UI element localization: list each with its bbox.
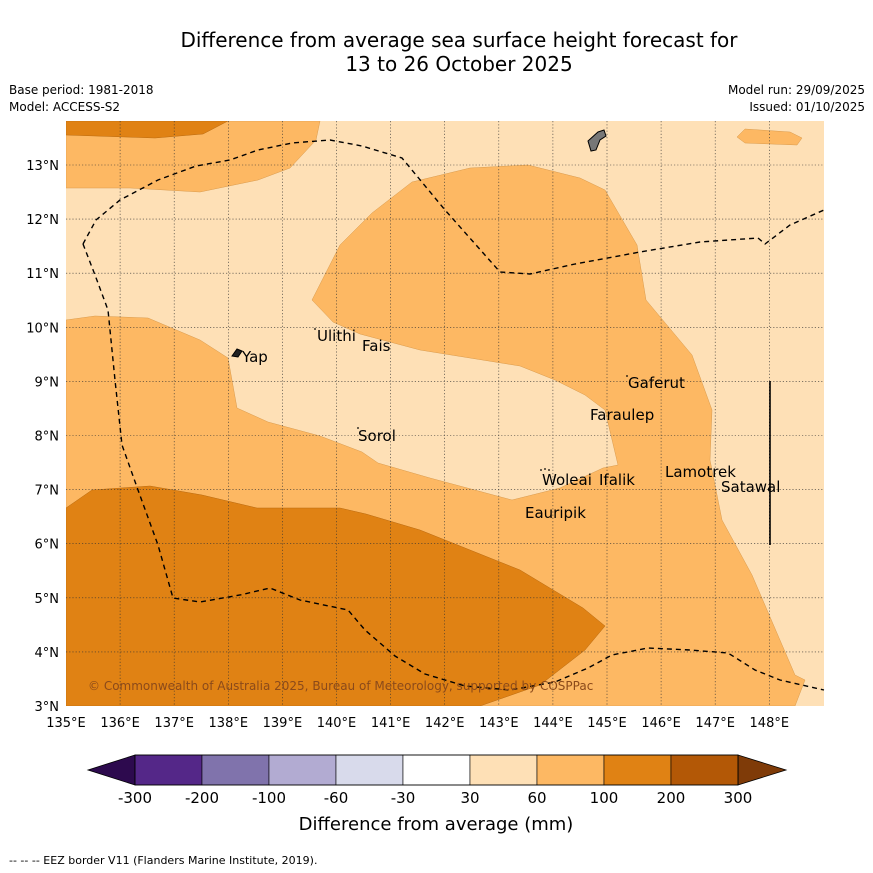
legend-tick-label: 30 [460,789,479,807]
legend-tick-label: -30 [391,789,416,807]
legend-tick-label: 60 [527,789,546,807]
latitude-tick-label: 12°N [26,213,59,228]
legend-color-box [402,754,471,786]
longitude-tick-label: 146°E [641,716,681,731]
gaferut-atoll [626,375,628,377]
longitude-tick-label: 147°E [695,716,735,731]
legend-color-box [134,754,203,786]
legend-tick-label: -100 [252,789,286,807]
latitude-tick-label: 13°N [26,159,59,174]
legend-color-box [469,754,538,786]
longitude-tick-label: 148°E [750,716,790,731]
legend-color-box [268,754,337,786]
legend-tick-label: 300 [724,789,753,807]
map-title-line1: Difference from average sea surface heig… [180,28,738,52]
yap-island [231,348,243,358]
woleai-atoll [548,469,550,471]
longitude-tick-label: 141°E [371,716,411,731]
longitude-tick-label: 139°E [263,716,303,731]
latitude-tick-label: 10°N [26,321,59,336]
graticule-lines [66,121,824,706]
longitude-tick-label: 137°E [154,716,194,731]
legend-border [134,754,739,786]
place-label-fais: Fais [362,337,391,355]
legend-tick-label: -60 [324,789,349,807]
legend-tick-label: -200 [185,789,219,807]
anomaly-fill-layer [66,121,824,706]
legend-title: Difference from average (mm) [299,814,574,835]
place-label-satawal: Satawal [721,478,780,496]
place-label-ulithi: Ulithi [317,327,356,345]
legend-color-box [335,754,404,786]
legend-color-box [603,754,672,786]
region-100-200mm-south [66,485,606,706]
legend-tick-label: 200 [657,789,686,807]
place-label-lamotrek: Lamotrek [665,463,736,481]
map-title-line2: 13 to 26 October 2025 [345,52,573,76]
place-label-woleai: Woleai [542,471,592,489]
legend-colorbar: -300 -200 -100 -60 -30 30 60 100 200 300 Differen… [86,754,788,835]
legend-color-box [201,754,270,786]
eez-border-line [82,139,825,275]
base-period-text: Base period: 1981-2018 [9,83,154,97]
longitude-tick-label: 140°E [317,716,357,731]
copyright-text: © Commonwealth of Australia 2025, Bureau… [88,679,593,693]
place-label-faraulep: Faraulep [590,406,654,424]
place-label-sorol: Sorol [358,427,396,445]
latitude-tick-label: 6°N [35,538,60,553]
place-label-yap: Yap [241,348,268,366]
legend-color-box [536,754,605,786]
legend-tick-label: 100 [590,789,619,807]
eez-border-line [82,243,825,691]
longitude-tick-label: 142°E [425,716,465,731]
woleai-atoll [544,468,546,470]
ulithi-atoll [314,328,316,330]
guam-island [587,129,607,152]
legend-extend-low [86,754,136,786]
latitude-tick-label: 8°N [35,430,60,445]
eez-footnote: -- -- -- EEZ border V11 (Flanders Marine… [9,854,318,867]
place-label-ifalik: Ifalik [599,471,635,489]
longitude-tick-label: 145°E [587,716,627,731]
issued-text: Issued: 01/10/2025 [749,100,865,114]
place-label-eauripik: Eauripik [525,504,586,522]
longitude-tick-label: 144°E [533,716,573,731]
longitude-tick-label: 135°E [46,716,86,731]
latitude-axis: 3°N 4°N 5°N 6°N 7°N 8°N 9°N 10°N 11°N 12°N 13°N [26,159,59,715]
longitude-tick-label: 136°E [100,716,140,731]
model-text: Model: ACCESS-S2 [9,100,121,114]
legend-extend-high [737,754,788,786]
region-60-100mm-north [66,121,321,193]
place-label-gaferut: Gaferut [628,374,685,392]
latitude-tick-label: 11°N [26,267,59,282]
region-100-200mm-north [66,121,229,139]
model-run-text: Model run: 29/09/2025 [727,83,865,97]
woleai-atoll [540,469,542,471]
latitude-tick-label: 5°N [35,592,60,607]
sorol-atoll [357,427,359,429]
longitude-tick-label: 143°E [479,716,519,731]
latitude-tick-label: 4°N [35,646,60,661]
legend-color-box [670,754,739,786]
latitude-tick-label: 3°N [35,700,60,715]
latitude-tick-label: 7°N [35,484,60,499]
legend-tick-label: -300 [118,789,152,807]
longitude-axis: 135°E 136°E 137°E 138°E 139°E 140°E 141°E 142°E… [46,716,789,731]
longitude-tick-label: 138°E [209,716,249,731]
latitude-tick-label: 9°N [35,375,60,390]
